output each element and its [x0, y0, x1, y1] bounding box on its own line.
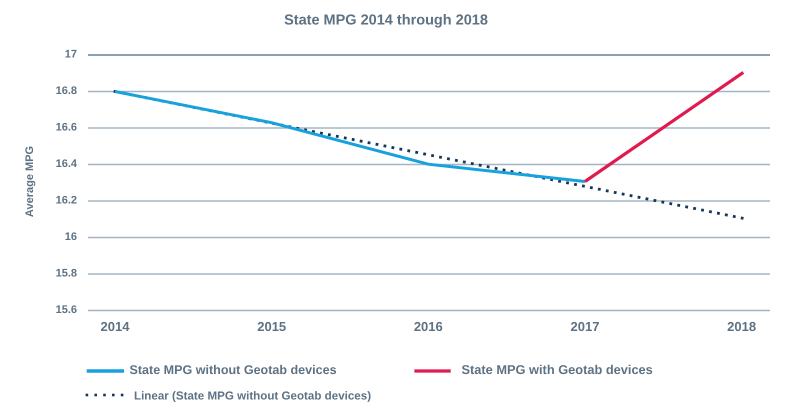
svg-text:State MPG with Geotab devices: State MPG with Geotab devices	[462, 362, 653, 377]
svg-text:2017: 2017	[571, 319, 600, 334]
svg-text:2015: 2015	[257, 319, 286, 334]
svg-text:2016: 2016	[414, 319, 443, 334]
svg-text:16.8: 16.8	[56, 85, 77, 97]
svg-text:15.8: 15.8	[56, 267, 77, 279]
svg-text:2018: 2018	[727, 319, 756, 334]
svg-text:State MPG without Geotab devic: State MPG without Geotab devices	[130, 363, 337, 377]
svg-text:16: 16	[65, 231, 77, 243]
svg-text:Average MPG: Average MPG	[24, 146, 36, 217]
svg-text:2014: 2014	[101, 319, 131, 334]
svg-text:15.6: 15.6	[56, 304, 77, 316]
svg-text:16.6: 16.6	[56, 121, 77, 133]
svg-text:17: 17	[65, 48, 77, 60]
svg-text:16.2: 16.2	[56, 194, 77, 206]
svg-text:16.4: 16.4	[56, 158, 78, 170]
svg-text:Linear (State MPG without Geot: Linear (State MPG without Geotab devices…	[134, 390, 371, 403]
svg-text:State MPG 2014 through 2018: State MPG 2014 through 2018	[284, 13, 488, 29]
